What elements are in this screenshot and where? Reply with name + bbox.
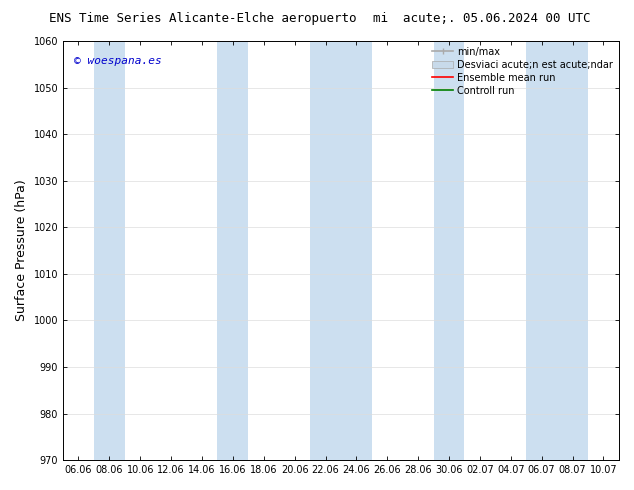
Text: mi  acute;. 05.06.2024 00 UTC: mi acute;. 05.06.2024 00 UTC — [373, 12, 591, 25]
Bar — [310, 41, 341, 460]
Bar — [526, 41, 557, 460]
Legend: min/max, Desviaci acute;n est acute;ndar, Ensemble mean run, Controll run: min/max, Desviaci acute;n est acute;ndar… — [429, 44, 616, 98]
Text: © woespana.es: © woespana.es — [74, 56, 162, 66]
Y-axis label: Surface Pressure (hPa): Surface Pressure (hPa) — [15, 180, 28, 321]
Bar — [341, 41, 372, 460]
Bar — [434, 41, 465, 460]
Bar — [217, 41, 249, 460]
Text: ENS Time Series Alicante-Elche aeropuerto: ENS Time Series Alicante-Elche aeropuert… — [49, 12, 357, 25]
Bar — [557, 41, 588, 460]
Bar — [94, 41, 125, 460]
